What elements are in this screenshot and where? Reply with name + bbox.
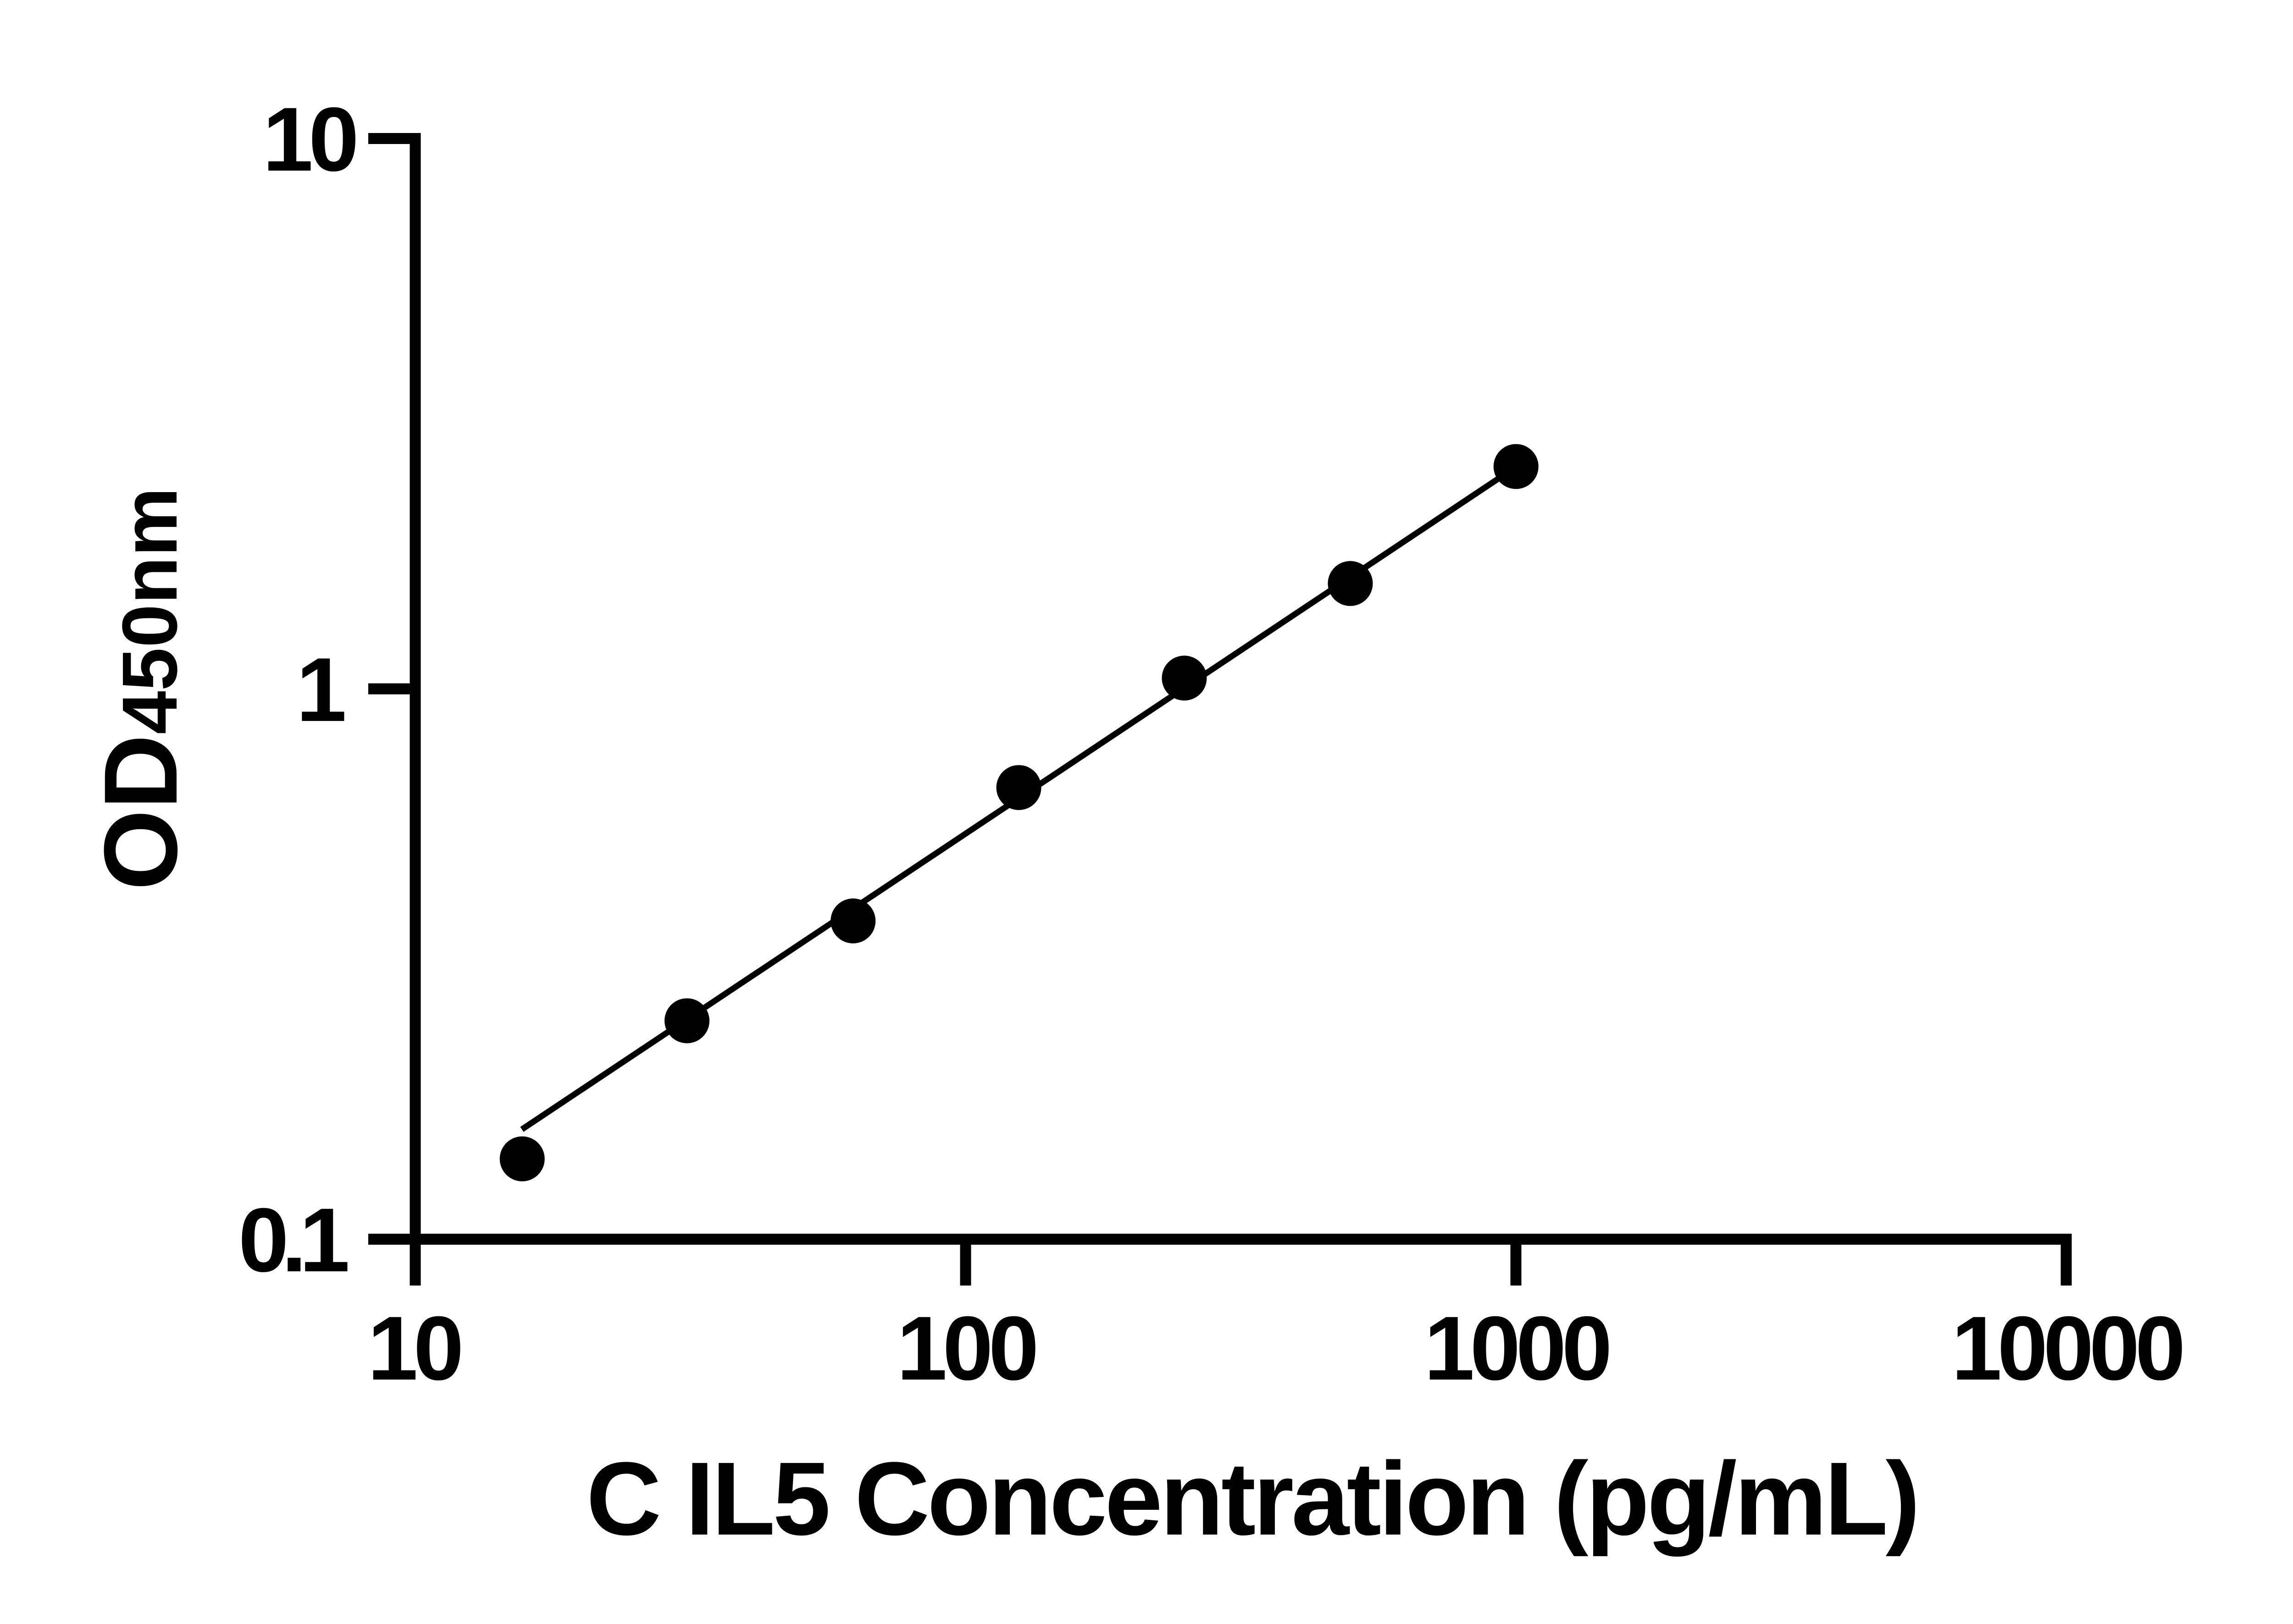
- svg-text:1: 1: [296, 639, 344, 740]
- svg-text:10000: 10000: [1951, 1297, 2182, 1399]
- svg-text:C IL5 Concentration (pg/mL): C IL5 Concentration (pg/mL): [586, 1441, 1917, 1557]
- svg-text:0.1: 0.1: [238, 1189, 348, 1291]
- svg-text:OD450nm: OD450nm: [83, 487, 199, 890]
- svg-text:100: 100: [897, 1297, 1035, 1399]
- svg-text:1000: 1000: [1424, 1297, 1608, 1399]
- svg-text:10: 10: [367, 1297, 460, 1399]
- svg-text:10: 10: [263, 89, 355, 190]
